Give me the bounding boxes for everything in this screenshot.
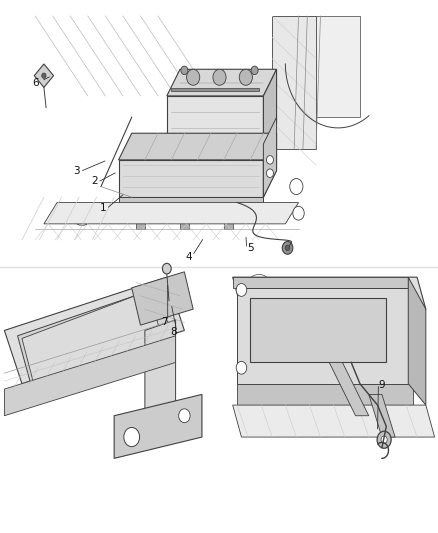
Polygon shape [263,69,276,149]
Ellipse shape [42,339,55,348]
Circle shape [178,409,190,423]
Ellipse shape [283,307,299,322]
Text: 2: 2 [91,176,98,186]
Text: 3: 3 [73,166,80,175]
Circle shape [292,206,304,220]
Polygon shape [131,272,193,325]
Polygon shape [263,133,276,197]
Polygon shape [171,88,258,91]
Ellipse shape [94,341,107,350]
Ellipse shape [253,331,268,346]
Polygon shape [315,16,359,117]
Circle shape [266,156,273,164]
Text: 5: 5 [246,243,253,253]
Ellipse shape [59,352,72,360]
Circle shape [180,66,187,75]
Polygon shape [232,277,425,309]
Polygon shape [328,362,368,416]
Ellipse shape [253,307,268,322]
Polygon shape [118,197,263,213]
Text: 1: 1 [99,203,106,213]
Polygon shape [136,213,145,229]
Ellipse shape [250,274,267,285]
Polygon shape [145,320,175,426]
Text: 9: 9 [378,380,385,390]
Text: 8: 8 [170,327,177,336]
Ellipse shape [314,307,330,322]
Polygon shape [407,277,425,405]
Circle shape [251,66,258,75]
Ellipse shape [283,331,299,346]
Circle shape [124,427,139,447]
Polygon shape [118,133,276,160]
Circle shape [212,69,226,85]
Polygon shape [118,160,263,197]
Circle shape [186,69,199,85]
Polygon shape [34,64,53,87]
Polygon shape [237,288,412,384]
Polygon shape [368,394,394,437]
Text: 6: 6 [32,78,39,87]
Circle shape [376,431,390,448]
Polygon shape [22,290,162,389]
Text: 7: 7 [161,318,168,327]
Ellipse shape [77,328,90,337]
Polygon shape [232,277,407,288]
Polygon shape [232,405,434,437]
Circle shape [162,263,171,274]
Polygon shape [4,277,184,384]
Polygon shape [18,288,171,384]
Polygon shape [223,213,232,229]
Polygon shape [114,394,201,458]
Circle shape [289,179,302,195]
Circle shape [236,361,246,374]
Polygon shape [166,96,263,149]
Polygon shape [272,16,315,149]
Polygon shape [4,336,175,416]
Polygon shape [250,298,385,362]
Ellipse shape [112,318,125,326]
Circle shape [42,73,46,78]
Polygon shape [180,213,188,229]
Circle shape [236,284,246,296]
Circle shape [239,69,252,85]
Circle shape [380,436,386,443]
Circle shape [266,169,273,177]
Polygon shape [44,203,298,224]
Polygon shape [166,69,276,96]
Circle shape [285,245,289,251]
Text: 4: 4 [185,252,192,262]
Polygon shape [237,384,412,405]
Ellipse shape [74,212,92,225]
Circle shape [282,241,292,254]
Polygon shape [263,117,276,197]
